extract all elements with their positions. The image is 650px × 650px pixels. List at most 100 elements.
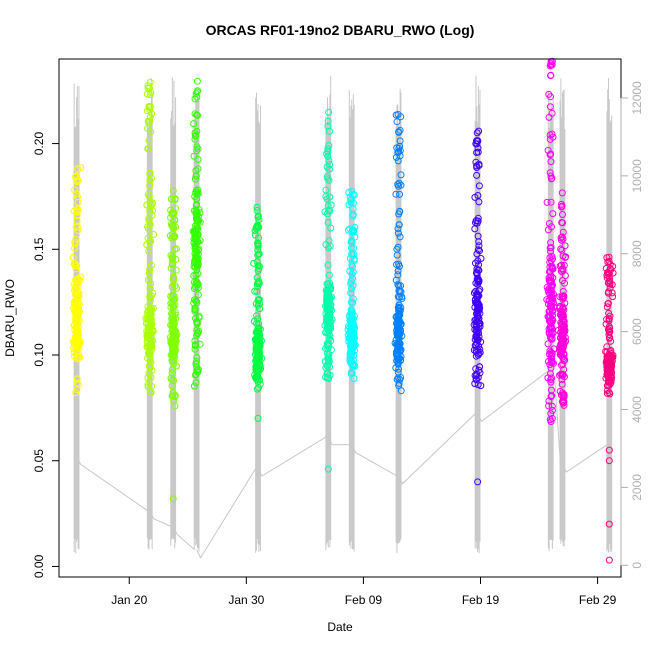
- y-tick-label: 0.20: [32, 132, 46, 156]
- data-point: [190, 120, 198, 128]
- data-point: [169, 346, 177, 354]
- data-point-outlier: [254, 414, 262, 422]
- data-point: [474, 292, 482, 299]
- data-point: [255, 216, 263, 224]
- data-point: [558, 308, 566, 316]
- data-point: [348, 195, 355, 203]
- y-tick-label: 0.05: [32, 449, 46, 473]
- data-point: [549, 210, 557, 218]
- data-point: [194, 87, 202, 95]
- data-point: [546, 258, 554, 266]
- data-point: [474, 192, 482, 199]
- y-right-tick-label: 2000: [630, 474, 644, 501]
- data-point: [325, 327, 333, 335]
- data-point: [347, 289, 355, 297]
- data-point: [396, 317, 404, 325]
- data-point: [190, 239, 198, 246]
- data-point: [396, 208, 404, 216]
- data-point: [256, 305, 263, 313]
- data-point: [196, 340, 204, 348]
- data-point: [192, 186, 200, 194]
- data-point: [471, 316, 479, 324]
- data-point: [394, 180, 402, 188]
- data-point: [561, 242, 569, 250]
- data-point: [193, 224, 201, 232]
- data-point: [545, 113, 553, 121]
- data-point: [557, 370, 565, 378]
- data-point: [167, 252, 175, 259]
- data-point: [559, 266, 567, 274]
- data-point: [605, 315, 613, 323]
- data-point: [143, 107, 151, 115]
- data-point: [324, 145, 332, 153]
- data-point: [396, 233, 404, 241]
- data-point: [144, 303, 152, 310]
- data-point: [605, 378, 612, 386]
- data-point: [351, 223, 359, 231]
- data-point: [560, 336, 568, 344]
- data-point: [255, 384, 262, 392]
- data-point: [169, 187, 177, 195]
- data-point: [194, 270, 202, 278]
- data-point: [346, 267, 354, 275]
- data-point: [73, 172, 81, 180]
- data-point: [559, 399, 567, 407]
- data-point: [326, 207, 334, 215]
- data-point: [557, 261, 565, 269]
- data-point: [254, 279, 262, 287]
- data-point: [144, 276, 152, 284]
- data-point: [143, 90, 151, 98]
- data-point: [144, 145, 152, 153]
- data-point-outlier: [605, 556, 613, 564]
- data-point: [547, 198, 555, 206]
- data-point: [145, 328, 153, 336]
- data-point: [74, 320, 82, 328]
- data-point: [392, 190, 400, 198]
- data-point: [556, 293, 564, 301]
- data-point: [473, 250, 481, 258]
- data-point: [74, 223, 81, 231]
- data-point: [546, 135, 554, 143]
- data-point: [146, 297, 154, 304]
- data-point: [253, 359, 261, 366]
- data-point: [324, 219, 332, 226]
- data-point: [347, 199, 355, 207]
- data-point: [548, 291, 556, 298]
- data-point: [254, 246, 262, 254]
- data-point: [193, 363, 201, 371]
- data-point: [545, 284, 553, 292]
- x-tick-label: Feb 09: [345, 593, 383, 607]
- data-point: [349, 295, 357, 303]
- data-point: [170, 344, 178, 352]
- data-point: [144, 320, 152, 328]
- data-point: [345, 189, 353, 196]
- data-point: [393, 261, 400, 268]
- data-point: [475, 261, 483, 269]
- data-point: [73, 313, 81, 321]
- data-point: [72, 276, 80, 284]
- data-point: [349, 299, 357, 307]
- data-point: [169, 256, 176, 264]
- data-point: [603, 387, 611, 395]
- altitude-connector: [351, 444, 397, 477]
- data-point: [548, 334, 556, 342]
- data-point: [561, 279, 568, 287]
- data-point: [603, 343, 611, 351]
- data-point: [547, 150, 555, 158]
- data-point: [395, 221, 403, 229]
- data-point: [190, 272, 198, 280]
- data-point: [193, 127, 201, 135]
- data-point: [394, 111, 402, 118]
- data-point: [195, 312, 203, 320]
- data-point: [394, 225, 402, 233]
- data-point: [191, 306, 199, 314]
- data-point: [347, 343, 355, 351]
- data-point: [473, 149, 481, 156]
- data-point: [194, 212, 202, 220]
- data-point: [544, 313, 552, 321]
- data-point: [350, 335, 358, 343]
- data-point-outlier: [474, 478, 482, 486]
- data-point: [546, 244, 554, 252]
- data-point: [474, 266, 482, 274]
